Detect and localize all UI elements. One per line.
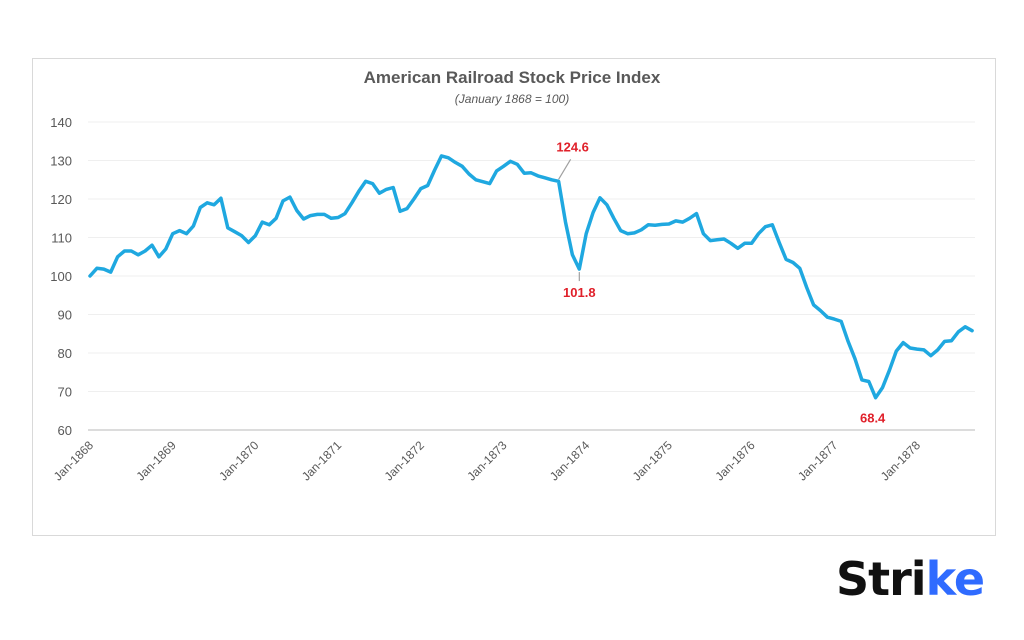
x-tick-label: Jan-1877 [795, 438, 841, 484]
x-tick-label: Jan-1878 [878, 438, 924, 484]
y-tick-label: 100 [50, 269, 72, 284]
y-tick-label: 70 [58, 385, 72, 400]
x-tick-label: Jan-1872 [382, 438, 428, 484]
annotation-label: 68.4 [860, 411, 886, 426]
x-tick-label: Jan-1873 [464, 438, 510, 484]
x-tick-label: Jan-1868 [51, 438, 97, 484]
chart-title: American Railroad Stock Price Index [363, 68, 661, 87]
y-tick-label: 90 [58, 308, 72, 323]
y-tick-label: 80 [58, 346, 72, 361]
x-tick-label: Jan-1875 [630, 438, 676, 484]
x-tick-label: Jan-1874 [547, 438, 593, 484]
strike-logo: Strike [836, 552, 985, 606]
y-tick-label: 130 [50, 154, 72, 169]
y-tick-label: 120 [50, 192, 72, 207]
x-tick-label: Jan-1871 [299, 438, 345, 484]
data-line [88, 154, 974, 400]
chart-card [32, 58, 996, 536]
chart-subtitle: (January 1868 = 100) [454, 92, 570, 106]
y-tick-label: 110 [51, 231, 72, 246]
y-tick-label: 140 [50, 115, 72, 130]
annotation-leader [558, 158, 572, 180]
x-tick-label: Jan-1876 [712, 438, 758, 484]
x-tick-label: Jan-1869 [134, 438, 180, 484]
x-tick-label: Jan-1870 [216, 438, 262, 484]
annotation-label: 124.6 [556, 139, 589, 154]
y-tick-label: 60 [58, 423, 72, 438]
annotation-label: 101.8 [563, 285, 596, 300]
